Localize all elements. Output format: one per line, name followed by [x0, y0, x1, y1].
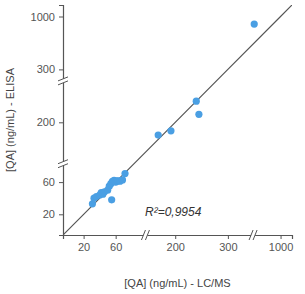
- point: [251, 20, 258, 27]
- point: [195, 111, 202, 118]
- axis-breaks: [58, 77, 257, 240]
- point: [193, 98, 200, 105]
- break-gap: [251, 230, 255, 240]
- y-tick-mark: [59, 214, 63, 215]
- x-tick-mark: [116, 235, 117, 239]
- x-tick-mark: [84, 235, 85, 239]
- break-mark: [249, 230, 253, 240]
- point: [167, 127, 174, 134]
- point: [155, 132, 162, 139]
- y-tick: 300: [37, 63, 63, 75]
- plot-area: [63, 5, 292, 235]
- y-tick-label: 1000: [31, 11, 55, 23]
- y-tick-mark: [59, 182, 63, 183]
- y-tick-mark: [59, 69, 63, 70]
- y-tick-mark: [59, 122, 63, 123]
- x-tick-label: 200: [167, 241, 185, 253]
- y-tick-label: 300: [37, 63, 55, 75]
- x-tick-label: 20: [78, 241, 90, 253]
- x-axis-title: [QA] (ng/mL) - LC/MS: [124, 277, 230, 289]
- break-gap: [143, 230, 147, 240]
- break-gap: [58, 79, 68, 83]
- break-mark: [58, 77, 68, 81]
- x-tick-mark: [281, 235, 282, 239]
- point: [121, 170, 128, 177]
- x-tick: 20: [78, 235, 90, 253]
- x-tick: 300: [219, 235, 237, 253]
- point: [108, 196, 115, 203]
- break-mark: [253, 230, 257, 240]
- break-mark: [145, 230, 149, 240]
- annotation: R²=0,9954: [145, 205, 202, 219]
- x-tick-label: 300: [219, 241, 237, 253]
- y-tick: 20: [43, 208, 63, 220]
- y-tick-label: 200: [37, 116, 55, 128]
- y-tick-label: 20: [43, 208, 55, 220]
- break-mark: [58, 160, 68, 164]
- x-tick: 200: [167, 235, 185, 253]
- identity-line: [63, 5, 292, 235]
- break-mark: [141, 230, 145, 240]
- y-axis-line: [59, 6, 64, 236]
- x-tick: 60: [110, 235, 122, 253]
- chart: 20 60 200 300 1000 20 60 200 300 1000 [QA] (ng/mL)…: [0, 0, 305, 294]
- y-tick: 200: [37, 116, 63, 128]
- x-tick-label: 1000: [269, 241, 293, 253]
- x-tick-mark: [228, 235, 229, 239]
- break-mark: [58, 81, 68, 85]
- x-tick: 1000: [269, 235, 293, 253]
- y-axis-title: [QA] (ng/mL) - ELISA: [4, 67, 16, 172]
- y-axis: 20 60 200 300 1000: [31, 6, 64, 236]
- x-tick-mark: [175, 235, 176, 239]
- y-tick: 1000: [31, 11, 63, 23]
- y-tick: 60: [43, 176, 63, 188]
- point: [119, 176, 126, 183]
- y-tick-mark: [59, 17, 63, 18]
- break-gap: [58, 162, 68, 166]
- x-axis: 20 60 200 300 1000: [64, 235, 294, 253]
- y-tick-label: 60: [43, 176, 55, 188]
- break-mark: [58, 164, 68, 168]
- x-axis-line: [64, 236, 293, 240]
- x-tick-label: 60: [110, 241, 122, 253]
